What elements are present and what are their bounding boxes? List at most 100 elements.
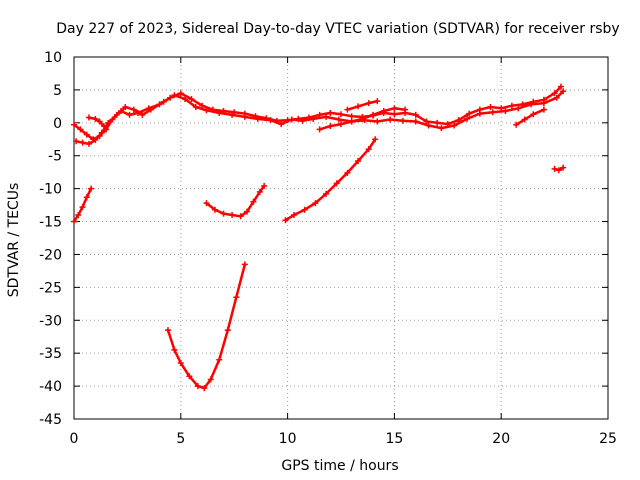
x-tick-label: 10: [279, 431, 297, 447]
data-point: [560, 164, 567, 171]
data-point: [229, 211, 236, 218]
data-point: [438, 125, 445, 132]
x-tick-label: 15: [385, 431, 403, 447]
x-tick-label: 0: [70, 431, 79, 447]
data-point: [220, 210, 227, 217]
y-tick-label: -5: [48, 149, 62, 165]
data-point: [182, 96, 189, 103]
data-point: [560, 88, 567, 95]
data-point: [73, 138, 80, 145]
data-point: [333, 180, 340, 187]
data-point: [233, 294, 240, 301]
data-point: [355, 103, 362, 110]
data-point: [256, 188, 263, 195]
data-point: [515, 105, 522, 112]
data-point: [92, 136, 99, 143]
x-tick-label: 20: [492, 431, 510, 447]
y-tick-label: -35: [39, 346, 62, 362]
y-tick-label: -40: [39, 379, 62, 395]
data-point: [177, 360, 184, 367]
data-point: [310, 115, 317, 122]
data-point: [207, 376, 214, 383]
data-point: [216, 356, 223, 363]
data-point: [105, 119, 112, 126]
data-point: [79, 204, 86, 211]
series-arc-i: [166, 263, 247, 390]
data-point: [551, 165, 558, 172]
data-point: [434, 119, 441, 126]
data-point: [164, 327, 171, 334]
data-point: [188, 96, 195, 103]
data-point: [365, 100, 372, 107]
data-point: [291, 211, 298, 218]
y-tick-label: -25: [39, 280, 62, 296]
data-point: [489, 109, 496, 116]
x-axis-label: GPS time / hours: [281, 458, 398, 474]
data-point: [278, 121, 285, 128]
data-point: [540, 106, 547, 113]
data-point: [244, 208, 251, 215]
data-point: [327, 109, 334, 116]
data-point: [83, 131, 90, 138]
data-point: [348, 113, 355, 120]
y-tick-label: 5: [53, 83, 62, 99]
data-point: [344, 106, 351, 113]
data-point: [237, 213, 244, 220]
data-point: [372, 136, 379, 143]
data-point: [338, 121, 344, 128]
y-axis: 10 5 0 -5 -10 -15 -20 -25 -30 -35 -40 -45: [39, 50, 608, 428]
chart-title: Day 227 of 2023, Sidereal Day-to-day VTE…: [56, 21, 619, 37]
data-point: [299, 117, 306, 124]
data-point: [466, 110, 473, 117]
data-point: [261, 183, 268, 190]
data-point: [528, 101, 535, 108]
y-axis-label: SDTVAR / TECUs: [6, 183, 22, 298]
grid: [74, 57, 608, 419]
y-tick-label: -10: [39, 182, 62, 198]
data-point: [282, 217, 289, 224]
data-point: [399, 117, 406, 124]
data-point: [92, 115, 99, 122]
data-point: [203, 107, 210, 114]
data-point: [224, 327, 231, 334]
data-series: [71, 83, 567, 392]
data-point: [229, 111, 236, 118]
y-tick-label: -30: [39, 313, 62, 329]
data-point: [177, 90, 184, 97]
data-point: [77, 126, 84, 133]
data-point: [423, 118, 430, 125]
data-point: [508, 102, 515, 109]
data-point: [553, 94, 560, 101]
data-point: [79, 139, 86, 146]
data-point: [96, 118, 103, 125]
series-arc-g: [284, 138, 377, 222]
data-point: [374, 118, 381, 125]
data-point: [380, 107, 387, 114]
data-point: [412, 118, 419, 125]
x-tick-label: 5: [176, 431, 185, 447]
data-point: [130, 106, 137, 113]
data-point: [71, 218, 77, 225]
data-point: [387, 116, 394, 123]
data-point: [555, 167, 562, 174]
data-point: [85, 114, 92, 121]
data-point: [186, 373, 193, 380]
data-point: [75, 211, 82, 218]
data-point: [288, 116, 295, 123]
data-point: [359, 115, 366, 122]
data-point: [344, 169, 351, 176]
data-point: [370, 111, 377, 118]
data-point: [103, 126, 110, 133]
data-point: [323, 113, 330, 120]
data-point: [327, 123, 334, 130]
x-tick-label: 25: [599, 431, 617, 447]
data-point: [98, 129, 105, 136]
series-arc-main-2: [74, 89, 565, 146]
data-point: [374, 98, 381, 105]
data-point: [464, 115, 471, 122]
data-point: [355, 157, 362, 164]
data-point: [530, 111, 537, 118]
data-point: [171, 92, 178, 99]
data-point: [100, 123, 107, 130]
